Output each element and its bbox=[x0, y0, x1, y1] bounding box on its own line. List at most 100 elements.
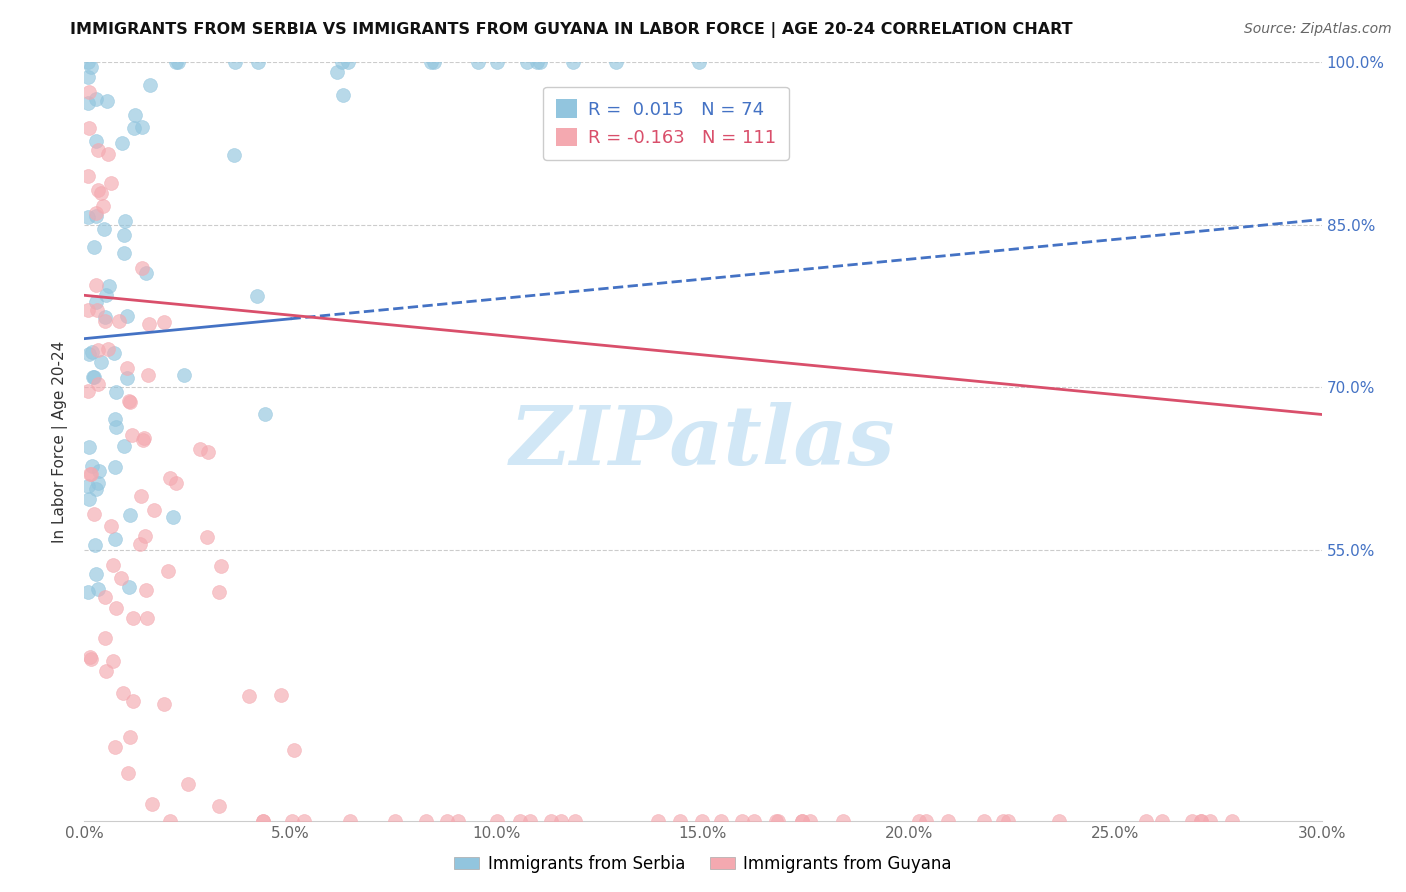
Point bbox=[831, 814, 853, 828]
Point bbox=[104, 740, 127, 755]
Point bbox=[87, 143, 110, 157]
Point bbox=[973, 814, 995, 828]
Point bbox=[134, 529, 156, 543]
Point bbox=[790, 814, 813, 828]
Point bbox=[152, 315, 174, 329]
Point bbox=[111, 686, 134, 700]
Legend: R =  0.015   N = 74, R = -0.163   N = 111: R = 0.015 N = 74, R = -0.163 N = 111 bbox=[543, 87, 789, 160]
Point bbox=[110, 571, 132, 585]
Point bbox=[564, 814, 586, 828]
Point bbox=[112, 439, 135, 453]
Point bbox=[114, 214, 136, 228]
Point bbox=[104, 412, 127, 426]
Point bbox=[80, 345, 103, 359]
Point bbox=[86, 209, 108, 223]
Point bbox=[332, 55, 354, 70]
Point bbox=[326, 65, 349, 79]
Point bbox=[526, 55, 548, 70]
Point bbox=[83, 508, 105, 522]
Point bbox=[605, 55, 627, 70]
Point bbox=[152, 697, 174, 711]
Point bbox=[122, 610, 145, 624]
Point bbox=[77, 70, 100, 84]
Point bbox=[419, 55, 441, 70]
Point bbox=[97, 279, 120, 293]
Point bbox=[97, 343, 120, 357]
Point bbox=[209, 558, 232, 573]
Point bbox=[82, 369, 104, 384]
Point bbox=[101, 654, 124, 668]
Point bbox=[104, 601, 127, 615]
Point bbox=[86, 206, 108, 220]
Point bbox=[519, 814, 541, 828]
Point bbox=[135, 266, 157, 280]
Point bbox=[77, 169, 100, 184]
Point bbox=[173, 368, 195, 382]
Point bbox=[94, 590, 117, 604]
Point bbox=[690, 814, 713, 828]
Point bbox=[908, 814, 931, 828]
Point bbox=[252, 814, 274, 828]
Point bbox=[79, 650, 101, 665]
Point bbox=[156, 565, 179, 579]
Point bbox=[188, 442, 211, 456]
Text: ZIPatlas: ZIPatlas bbox=[510, 401, 896, 482]
Point bbox=[292, 814, 315, 828]
Point bbox=[120, 730, 142, 744]
Point bbox=[124, 108, 146, 122]
Point bbox=[84, 294, 107, 309]
Point bbox=[540, 814, 562, 828]
Point bbox=[134, 431, 156, 445]
Point bbox=[162, 510, 184, 524]
Point bbox=[337, 55, 360, 70]
Point bbox=[77, 120, 100, 135]
Point bbox=[997, 814, 1019, 828]
Point bbox=[207, 798, 229, 813]
Point bbox=[238, 689, 260, 703]
Point bbox=[101, 558, 124, 572]
Point bbox=[167, 55, 190, 70]
Point bbox=[1135, 814, 1157, 828]
Point bbox=[129, 489, 152, 503]
Point bbox=[86, 303, 108, 318]
Point bbox=[90, 186, 112, 201]
Point bbox=[84, 92, 107, 106]
Point bbox=[87, 376, 110, 391]
Point bbox=[135, 582, 157, 597]
Point bbox=[688, 55, 710, 70]
Point bbox=[165, 55, 187, 70]
Point bbox=[138, 368, 160, 382]
Point bbox=[131, 261, 153, 276]
Point bbox=[485, 55, 508, 70]
Point bbox=[1189, 814, 1212, 828]
Point bbox=[84, 567, 107, 582]
Point bbox=[100, 519, 122, 533]
Point bbox=[87, 582, 110, 597]
Point bbox=[77, 479, 100, 493]
Point bbox=[742, 814, 765, 828]
Point bbox=[132, 434, 155, 448]
Point bbox=[252, 814, 274, 828]
Point bbox=[914, 814, 936, 828]
Point bbox=[647, 814, 669, 828]
Point bbox=[332, 88, 354, 103]
Point bbox=[87, 343, 110, 357]
Point bbox=[118, 580, 141, 594]
Point bbox=[87, 476, 110, 491]
Point bbox=[93, 222, 115, 236]
Point bbox=[77, 95, 100, 110]
Point bbox=[121, 694, 143, 708]
Point bbox=[467, 55, 489, 70]
Point bbox=[94, 631, 117, 645]
Point bbox=[141, 797, 163, 811]
Point bbox=[84, 278, 107, 293]
Point bbox=[104, 384, 127, 399]
Point bbox=[339, 814, 361, 828]
Legend: Immigrants from Serbia, Immigrants from Guyana: Immigrants from Serbia, Immigrants from … bbox=[447, 848, 959, 880]
Point bbox=[710, 814, 733, 828]
Point bbox=[118, 395, 141, 409]
Point bbox=[516, 55, 538, 70]
Point bbox=[77, 384, 100, 399]
Point bbox=[1189, 814, 1212, 828]
Point bbox=[485, 814, 508, 828]
